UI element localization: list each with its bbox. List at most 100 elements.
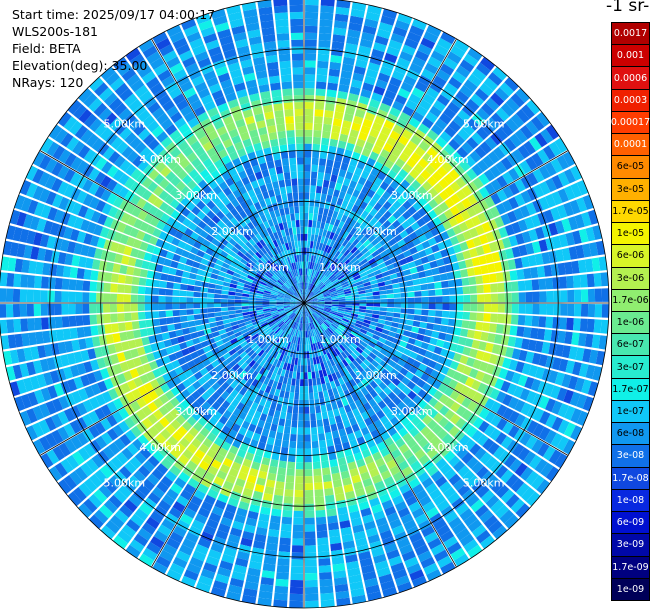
range-gate-cell <box>304 67 316 75</box>
range-gate-cell <box>552 357 562 371</box>
range-gate-cell <box>364 204 373 213</box>
range-gate-cell <box>358 465 368 475</box>
range-gate-cell <box>167 159 179 171</box>
range-gate-cell <box>188 375 198 385</box>
range-gate-cell <box>317 544 330 553</box>
range-gate-cell <box>191 438 202 449</box>
range-gate-cell <box>315 192 321 201</box>
range-gate-cell <box>282 258 287 266</box>
range-gate-cell <box>80 374 91 387</box>
range-gate-cell <box>332 387 339 396</box>
range-gate-cell <box>228 128 239 139</box>
range-gate-cell <box>214 142 225 153</box>
range-gate-cell <box>341 256 348 264</box>
range-gate-cell <box>484 136 498 150</box>
range-gate-cell <box>111 273 119 283</box>
range-gate-cell <box>255 251 263 259</box>
range-gate-cell <box>299 393 304 400</box>
range-gate-cell <box>332 258 339 266</box>
range-gate-cell <box>340 435 349 444</box>
range-gate-cell <box>182 271 191 279</box>
range-gate-cell <box>381 405 391 415</box>
range-gate-cell <box>282 376 288 385</box>
range-gate-cell <box>313 312 319 319</box>
range-gate-cell <box>353 230 361 239</box>
range-gate-cell <box>383 275 391 282</box>
range-gate-cell <box>121 524 137 538</box>
range-gate-cell <box>395 575 410 587</box>
range-gate-cell <box>476 127 489 140</box>
range-gate-cell <box>292 306 299 312</box>
range-gate-cell <box>160 428 172 440</box>
range-gate-cell <box>153 397 164 409</box>
range-gate-cell <box>287 334 292 342</box>
range-gate-cell <box>311 248 316 256</box>
range-gate-cell <box>139 374 150 385</box>
range-gate-cell <box>550 433 563 448</box>
range-gate-cell <box>276 382 283 390</box>
range-gate-cell <box>358 176 367 186</box>
range-gate-cell <box>306 247 310 255</box>
range-gate-cell <box>314 263 319 271</box>
range-gate-cell <box>299 297 304 303</box>
range-gate-cell <box>368 324 377 331</box>
range-gate-cell <box>467 47 483 62</box>
range-gate-cell <box>343 177 351 187</box>
range-gate-cell <box>63 475 78 490</box>
range-gate-cell <box>308 330 312 338</box>
range-gate-cell <box>478 420 490 433</box>
range-gate-cell <box>220 360 229 369</box>
range-gate-cell <box>318 391 324 399</box>
range-gate-cell <box>164 401 175 412</box>
range-gate-cell <box>314 349 319 358</box>
range-gate-cell <box>386 373 396 382</box>
range-gate-cell <box>102 146 115 160</box>
range-gate-cell <box>417 327 426 335</box>
range-gate-cell <box>408 117 421 129</box>
range-gate-cell <box>321 186 329 195</box>
range-gate-cell <box>270 402 277 410</box>
range-gate-cell <box>419 321 428 329</box>
range-gate-cell <box>170 176 181 187</box>
range-gate-cell <box>213 119 225 130</box>
range-gate-cell <box>306 282 310 290</box>
range-gate-cell <box>83 269 92 280</box>
range-gate-cell <box>89 153 102 167</box>
range-gate-cell <box>266 235 273 243</box>
range-gate-cell <box>287 311 294 317</box>
range-gate-cell <box>555 249 564 262</box>
range-gate-cell <box>328 529 340 538</box>
range-gate-cell <box>304 303 311 305</box>
range-gate-cell <box>551 416 564 432</box>
range-gate-cell <box>262 303 270 305</box>
range-gate-cell <box>578 259 587 273</box>
range-gate-cell <box>245 145 255 154</box>
range-gate-cell <box>422 335 432 344</box>
range-gate-cell <box>483 169 496 182</box>
range-gate-cell <box>242 343 250 351</box>
range-gate-cell <box>244 346 253 354</box>
range-gate-cell <box>398 152 410 163</box>
range-gate-cell <box>557 403 569 418</box>
range-gate-cell <box>141 189 153 201</box>
range-gate-cell <box>461 197 472 209</box>
range-gate-cell <box>312 270 317 278</box>
range-gate-cell <box>93 489 108 504</box>
range-gate-cell <box>152 143 165 156</box>
range-gate-cell <box>245 574 260 584</box>
range-gate-cell <box>310 420 317 428</box>
range-gate-cell <box>290 579 303 588</box>
range-gate-cell <box>282 316 289 322</box>
range-gate-cell <box>340 278 348 284</box>
range-gate-cell <box>378 206 388 216</box>
range-gate-cell <box>482 352 492 363</box>
range-gate-cell <box>337 140 347 149</box>
range-gate-cell <box>186 152 198 163</box>
range-gate-cell <box>265 443 274 453</box>
range-gate-cell <box>291 552 304 560</box>
range-gate-cell <box>256 477 266 486</box>
range-gate-cell <box>285 265 290 273</box>
range-gate-cell <box>322 312 329 317</box>
range-gate-cell <box>298 399 304 407</box>
range-gate-cell <box>242 290 250 295</box>
